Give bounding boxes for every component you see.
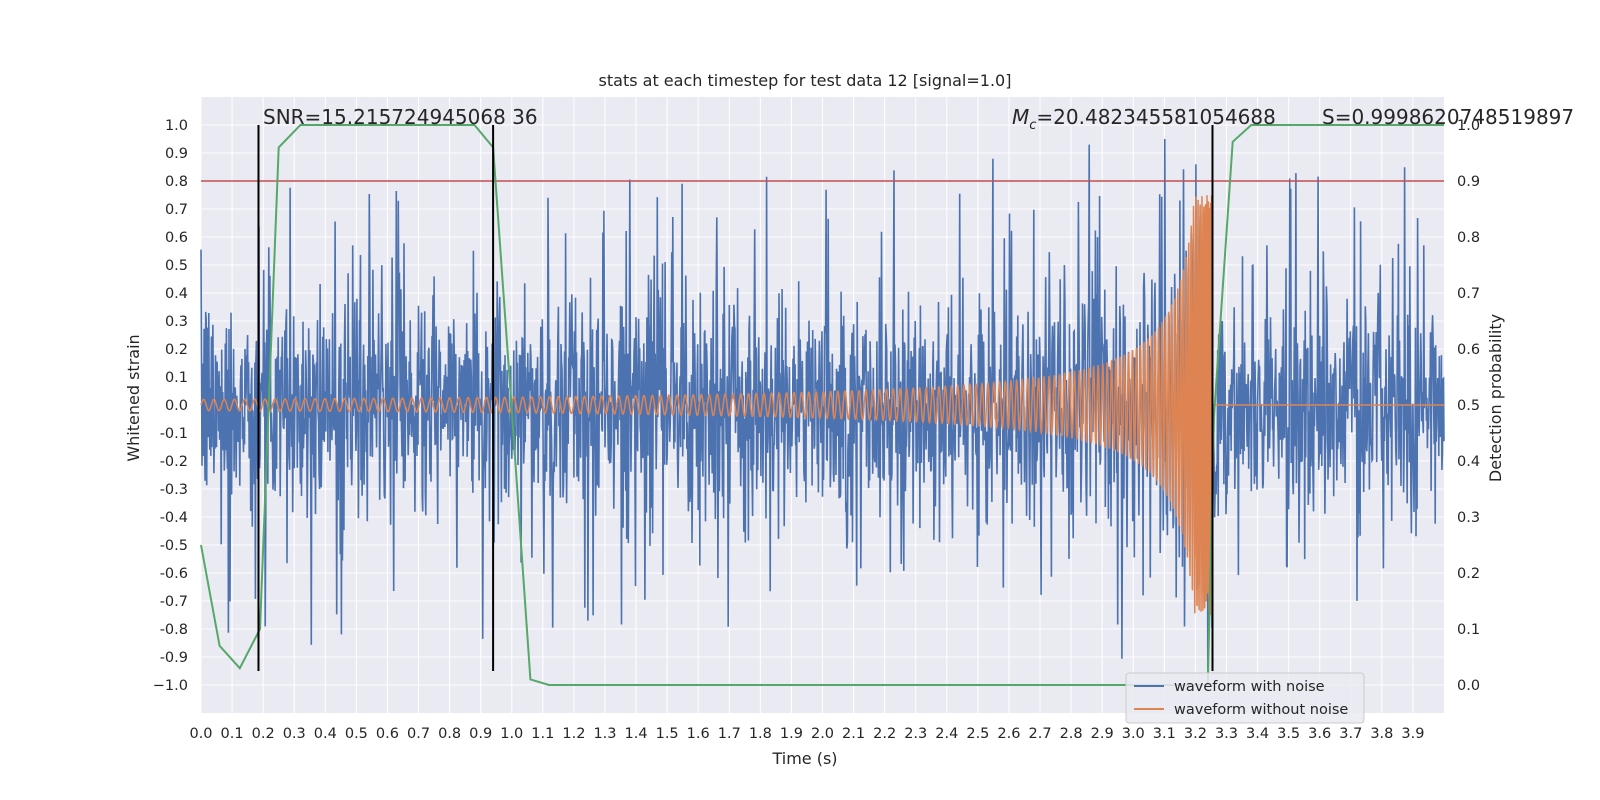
legend: waveform with noise waveform without noi…: [1125, 672, 1365, 724]
y-tick-label: 0.0: [165, 398, 188, 414]
chart-title: stats at each timestep for test data 12 …: [599, 71, 1012, 90]
vertical-markers: [257, 125, 1214, 671]
y2-tick-label: 0.3: [1457, 510, 1480, 526]
y-tick-label: -0.2: [160, 454, 188, 470]
x-tick-label: 2.0: [811, 726, 834, 742]
x-tick-label: 3.7: [1339, 726, 1362, 742]
y-tick-label: −1.0: [153, 678, 188, 694]
y-tick-label: 0.9: [165, 146, 188, 162]
x-tick-label: 2.7: [1028, 726, 1051, 742]
y-tick-label: -0.5: [160, 538, 188, 554]
x-tick-label: 1.2: [562, 726, 585, 742]
x-tick-label: 0.9: [469, 726, 492, 742]
x-tick-label: 1.6: [687, 726, 710, 742]
y-tick-label: -0.4: [160, 510, 188, 526]
series-waveform-without-noise: [200, 195, 1444, 615]
y2-tick-label: 0.9: [1457, 174, 1480, 190]
y-tick-label: 0.2: [165, 342, 188, 358]
x-tick-label: 2.4: [935, 726, 958, 742]
x-tick-label: 0.5: [345, 726, 368, 742]
y-tick-label: -0.8: [160, 622, 188, 638]
x-tick-label: 2.1: [842, 726, 865, 742]
y-tick-label: 0.4: [165, 286, 188, 302]
x-tick-label: 2.5: [966, 726, 989, 742]
series-detection-probability: [200, 124, 1444, 686]
series-waveform-with-noise: [200, 138, 1445, 672]
y2-tick-label: 0.8: [1457, 230, 1480, 246]
y2-tick-label: 0.2: [1457, 566, 1480, 582]
x-tick-label: 3.3: [1215, 726, 1238, 742]
y2-tick-label: 1.0: [1457, 118, 1480, 134]
y-tick-label: -0.7: [160, 594, 188, 610]
probability-line: [200, 124, 1444, 686]
x-tick-label: 2.6: [997, 726, 1020, 742]
chirp-mass-annotation: Mc=20.482345581054688: [1012, 105, 1276, 133]
legend-label-noise: waveform with noise: [1174, 679, 1325, 695]
x-tick-label: 3.4: [1246, 726, 1269, 742]
x-tick-label: 3.1: [1153, 726, 1176, 742]
x-tick-label: 0.1: [221, 726, 244, 742]
x-tick-label: 3.0: [1122, 726, 1145, 742]
x-tick-label: 0.8: [438, 726, 461, 742]
x-tick-label: 1.4: [625, 726, 648, 742]
y-tick-label: -0.9: [160, 650, 188, 666]
x-tick-label: 1.1: [531, 726, 554, 742]
y2-tick-label: 0.4: [1457, 454, 1480, 470]
y-tick-label: -0.1: [160, 426, 188, 442]
x-tick-label: 1.5: [656, 726, 679, 742]
x-tick-label: 1.8: [749, 726, 772, 742]
x-tick-label: 2.3: [904, 726, 927, 742]
y2-axis-label: Detection probability: [1486, 314, 1505, 482]
y-tick-label: 0.5: [165, 258, 188, 274]
x-tick-label: 1.7: [718, 726, 741, 742]
y-tick-label: -0.3: [160, 482, 188, 498]
x-tick-label: 2.9: [1091, 726, 1114, 742]
y2-tick-label: 0.5: [1457, 398, 1480, 414]
y-tick-label: 1.0: [165, 118, 188, 134]
legend-label-clean: waveform without noise: [1174, 702, 1348, 718]
x-tick-label: 2.2: [873, 726, 896, 742]
x-tick-label: 1.3: [593, 726, 616, 742]
x-tick-label: 0.7: [407, 726, 430, 742]
y2-axis-ticks: 1.0 0.9 0.8 0.7 0.6 0.5 0.4 0.3 0.2 0.1 0.0: [1457, 118, 1480, 694]
x-tick-label: 2.8: [1060, 726, 1083, 742]
noise-trace: [200, 138, 1445, 672]
x-tick-label: 3.6: [1308, 726, 1331, 742]
y-tick-label: -0.6: [160, 566, 188, 582]
y-tick-label: 0.3: [165, 314, 188, 330]
y2-tick-label: 0.6: [1457, 342, 1480, 358]
y2-tick-label: 0.7: [1457, 286, 1480, 302]
x-tick-label: 3.2: [1184, 726, 1207, 742]
x-tick-label: 3.8: [1370, 726, 1393, 742]
x-tick-label: 3.9: [1401, 726, 1424, 742]
x-axis-ticks: 0.0 0.1 0.2 0.3 0.4 0.5 0.6 0.7 0.8 0.9 1.0 1.1 1.2 1…: [189, 726, 1424, 742]
x-tick-label: 0.3: [283, 726, 306, 742]
y2-tick-label: 0.0: [1457, 678, 1480, 694]
y-tick-label: 0.1: [165, 370, 188, 386]
snr-annotation: SNR=15.215724945068 36: [263, 105, 538, 129]
y-axis-label: Whitened strain: [124, 334, 143, 461]
x-tick-label: 0.0: [189, 726, 212, 742]
y2-tick-label: 0.1: [1457, 622, 1480, 638]
x-axis-label: Time (s): [771, 749, 837, 768]
x-tick-label: 1.9: [780, 726, 803, 742]
y-tick-label: 0.8: [165, 174, 188, 190]
x-tick-label: 0.2: [252, 726, 275, 742]
x-tick-label: 3.5: [1277, 726, 1300, 742]
x-tick-label: 0.4: [314, 726, 337, 742]
x-tick-label: 0.6: [376, 726, 399, 742]
clean-trace: [200, 195, 1444, 615]
y-axis-ticks: 1.0 0.9 0.8 0.7 0.6 0.5 0.4 0.3 0.2 0.1 0.0 -0.1 -0.…: [153, 118, 188, 694]
x-tick-label: 1.0: [500, 726, 523, 742]
y-tick-label: 0.7: [165, 202, 188, 218]
y-tick-label: 0.6: [165, 230, 188, 246]
score-annotation: S=0.9998620748519897: [1322, 105, 1574, 129]
